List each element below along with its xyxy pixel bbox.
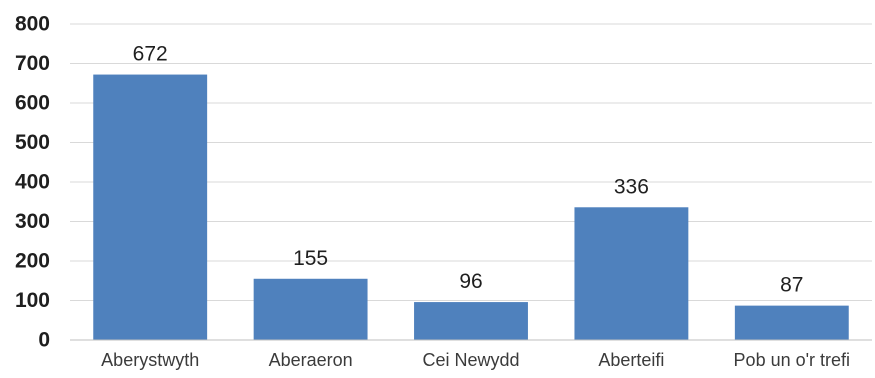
x-tick-label: Aberaeron <box>269 350 353 370</box>
data-label: 96 <box>459 270 482 293</box>
labels: 0 100 200 300 400 500 600 700 800 672 Aberystwyth 1… <box>15 13 850 371</box>
y-tick-label: 0 <box>38 329 50 352</box>
x-tick-label: Aberystwyth <box>101 350 199 370</box>
bar <box>574 207 689 340</box>
data-label: 672 <box>133 43 168 66</box>
y-tick-label: 100 <box>15 289 50 312</box>
x-tick-label: Aberteifi <box>598 350 664 370</box>
y-tick-label: 300 <box>15 210 50 233</box>
x-tick-label: Pob un o'r trefi <box>734 350 851 370</box>
y-tick-label: 400 <box>15 171 50 194</box>
bar <box>414 302 528 340</box>
y-tick-label: 600 <box>15 92 50 115</box>
bars <box>93 74 849 340</box>
data-label: 336 <box>614 175 649 198</box>
y-tick-label: 200 <box>15 250 50 273</box>
x-tick-label: Cei Newydd <box>422 350 519 370</box>
y-tick-label: 700 <box>15 52 50 75</box>
y-tick-label: 800 <box>15 13 50 36</box>
data-label: 87 <box>780 274 803 297</box>
bar <box>734 305 849 340</box>
y-tick-label: 500 <box>15 131 50 154</box>
data-label: 155 <box>293 247 328 270</box>
bar <box>93 74 208 340</box>
bar <box>253 278 368 340</box>
